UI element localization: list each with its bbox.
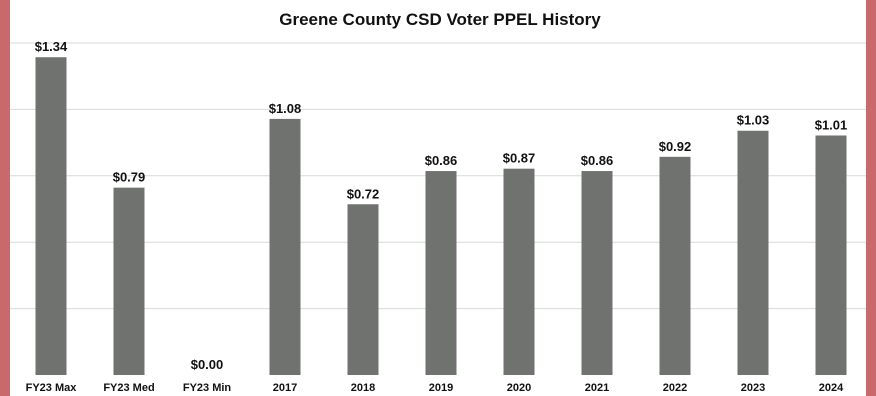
bar <box>659 156 691 375</box>
x-tick-label: 2021 <box>585 382 609 394</box>
data-label: $1.01 <box>815 117 848 132</box>
bar <box>425 171 457 375</box>
x-tick-labels: FY23 Max FY23 Med FY23 Min 2017 2018 2019 2020… <box>26 382 844 394</box>
x-tick-label: 2023 <box>741 382 765 394</box>
bar <box>347 204 379 375</box>
data-label: $0.87 <box>503 151 536 166</box>
x-tick-label: FY23 Max <box>26 382 78 394</box>
x-tick-label: 2024 <box>819 382 844 394</box>
x-tick-label: FY23 Med <box>103 382 154 394</box>
bar <box>503 168 535 375</box>
data-label: $0.92 <box>659 139 692 154</box>
bar-chart: Greene County CSD Voter PPEL History $1.… <box>10 10 866 394</box>
data-labels: $1.34 $0.79 $0.00 $1.08 $0.72 $0.86 $0.87 $0.86… <box>35 39 848 372</box>
bar <box>35 57 67 375</box>
x-tick-label: 2022 <box>663 382 687 394</box>
x-tick-label: FY23 Min <box>183 382 232 394</box>
data-label: $0.79 <box>113 170 146 185</box>
data-label: $0.72 <box>347 186 380 201</box>
x-tick-label: 2018 <box>351 382 375 394</box>
bar <box>113 187 145 375</box>
data-label: $0.86 <box>425 153 458 168</box>
data-label: $1.34 <box>35 39 68 54</box>
x-tick-label: 2020 <box>507 382 531 394</box>
x-tick-label: 2017 <box>273 382 297 394</box>
data-label: $0.86 <box>581 153 614 168</box>
bar <box>815 135 847 375</box>
bars <box>35 57 847 375</box>
bar <box>737 130 769 375</box>
data-label: $1.08 <box>269 101 302 116</box>
chart-title: Greene County CSD Voter PPEL History <box>279 10 601 29</box>
data-label: $0.00 <box>191 357 224 372</box>
chart-frame: Greene County CSD Voter PPEL History $1.… <box>10 0 866 396</box>
x-tick-label: 2019 <box>429 382 453 394</box>
bar <box>581 171 613 375</box>
data-label: $1.03 <box>737 113 770 128</box>
bar <box>269 118 301 375</box>
